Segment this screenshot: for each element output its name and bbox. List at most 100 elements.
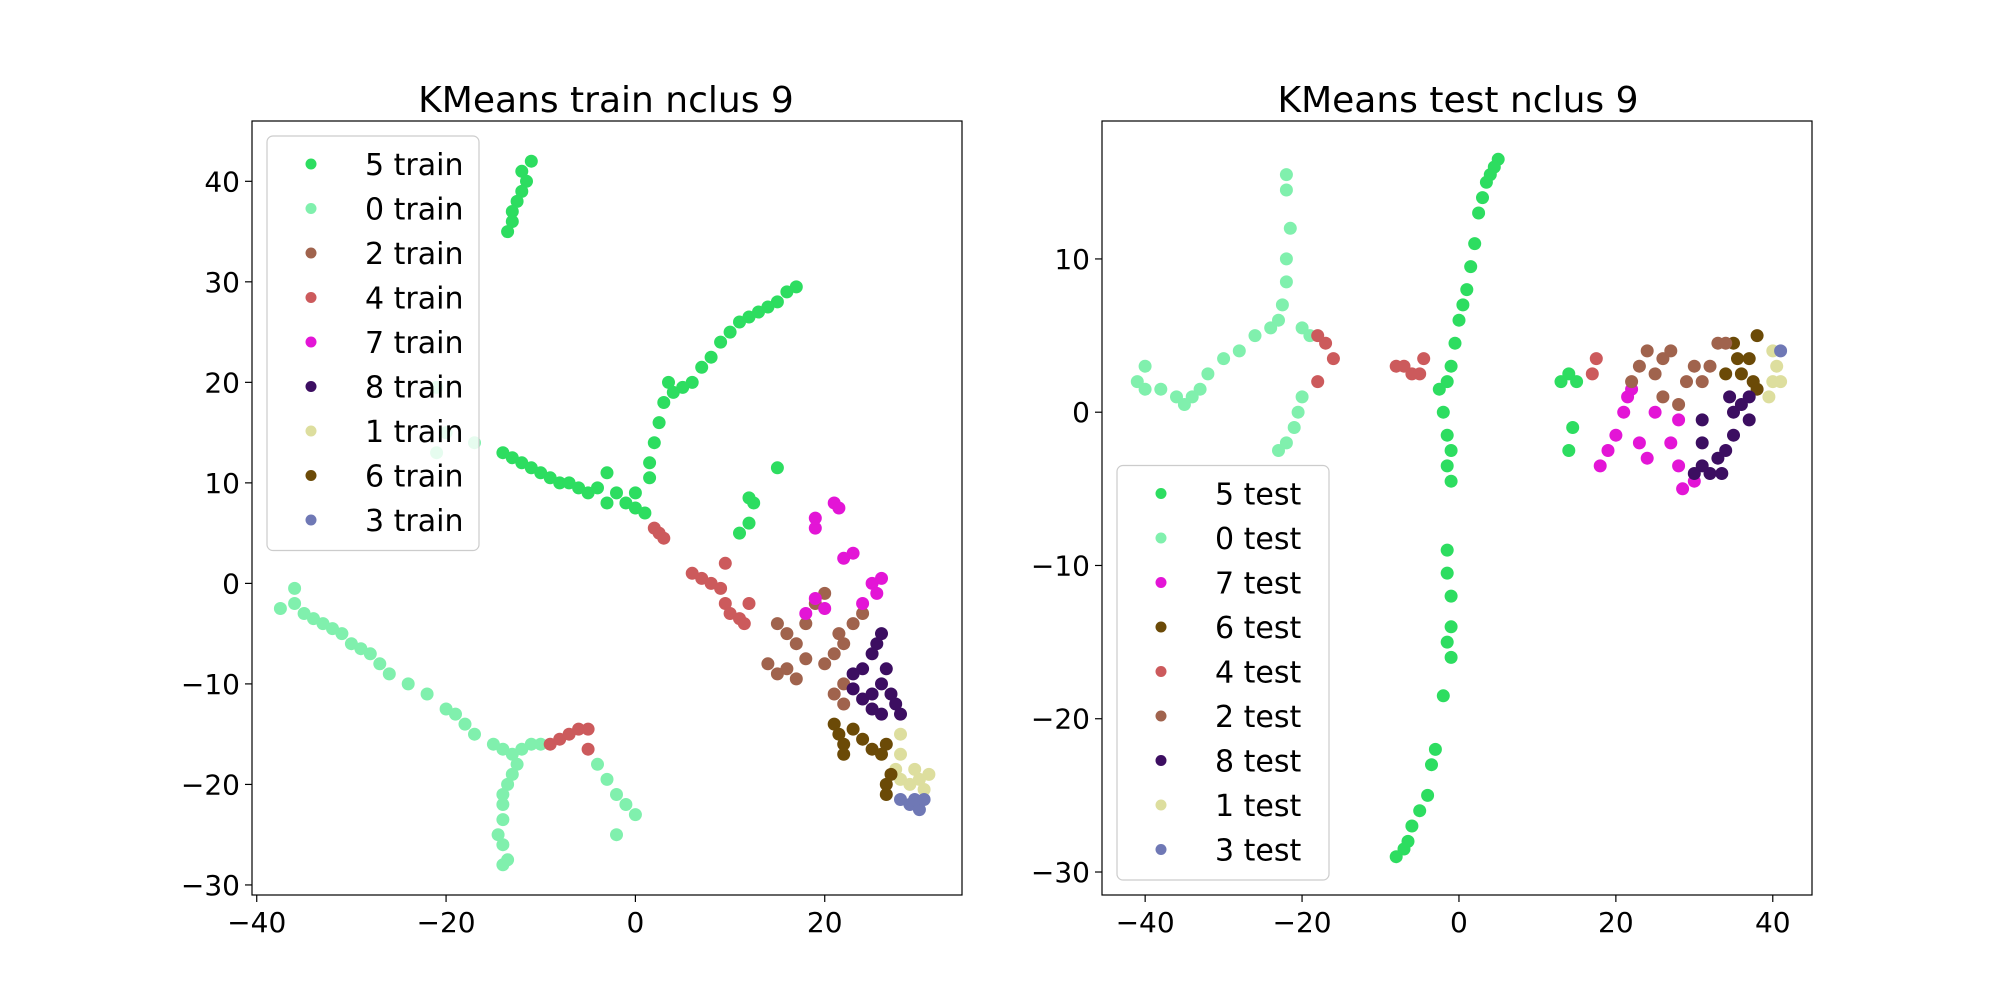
test-axes-frame	[1101, 120, 1813, 896]
train-point-3	[908, 793, 922, 806]
test-legend-marker	[1155, 666, 1167, 677]
train-point-4	[737, 617, 751, 631]
test-point-4	[1589, 352, 1603, 366]
train-point-8	[846, 667, 860, 681]
train-point-0	[496, 798, 510, 811]
train-point-5	[742, 491, 756, 505]
test-point-5	[1444, 650, 1458, 664]
train-point-5	[647, 436, 661, 450]
test-scatter-panel: KMeans test nclus 9 −40 −20 0 20 40 −30 −20 −10…	[1031, 80, 1813, 939]
test-legend-marker	[1155, 844, 1167, 855]
test-point-0	[1130, 375, 1144, 389]
train-point-8	[865, 702, 879, 716]
test-point-8	[1695, 436, 1709, 450]
train-chart-title: KMeans train nclus 9	[418, 80, 794, 121]
train-point-2	[789, 637, 803, 651]
train-point-4	[742, 597, 756, 610]
train-point-5	[591, 481, 604, 495]
train-y-tick-label: 30	[204, 266, 240, 299]
train-point-7	[846, 546, 860, 560]
test-point-5	[1460, 283, 1474, 297]
train-point-7	[808, 592, 822, 605]
test-point-5	[1389, 850, 1403, 864]
test-point-0	[1279, 252, 1293, 266]
test-legend: 5 test 0 test 7 test 6 test 4 test 2 test 8 te…	[1116, 464, 1330, 881]
train-point-0	[610, 828, 623, 842]
test-x-tick-label: −20	[1273, 906, 1332, 939]
train-point-7	[832, 501, 846, 515]
test-point-0	[1287, 421, 1301, 434]
train-point-5	[515, 164, 529, 178]
train-point-4	[718, 597, 732, 610]
train-point-8	[884, 687, 898, 701]
test-legend-marker	[1155, 799, 1167, 811]
test-legend-label: 3 test	[1215, 834, 1301, 869]
train-legend-label: 8 train	[365, 371, 463, 406]
train-point-0	[501, 777, 515, 791]
test-point-5	[1436, 689, 1450, 703]
train-point-5	[770, 295, 784, 309]
train-point-5	[510, 194, 524, 208]
test-point-5	[1432, 382, 1446, 396]
test-point-5	[1428, 742, 1442, 756]
test-point-0	[1170, 390, 1183, 404]
test-point-5	[1456, 298, 1470, 312]
test-point-5	[1452, 313, 1466, 327]
train-point-0	[510, 757, 524, 771]
train-point-7	[808, 511, 822, 525]
train-point-2	[846, 617, 860, 631]
train-point-5	[643, 471, 657, 485]
test-point-0	[1279, 275, 1293, 289]
test-point-2	[1719, 336, 1733, 350]
test-legend-label: 8 test	[1215, 745, 1301, 780]
test-point-7	[1609, 428, 1623, 442]
train-point-5	[505, 205, 519, 218]
test-legend-label: 4 test	[1215, 656, 1301, 691]
test-point-2	[1625, 375, 1639, 389]
train-point-0	[505, 747, 519, 761]
train-point-8	[865, 647, 879, 661]
train-scatter-panel: KMeans train nclus 9 −40 −20 0 20 −30 −20 −10 0…	[181, 80, 963, 939]
train-point-5	[505, 451, 519, 465]
train-legend-marker	[305, 158, 317, 170]
test-point-8	[1742, 390, 1756, 404]
train-legend-label: 2 train	[365, 237, 463, 272]
train-x-tick-label: −20	[417, 906, 476, 939]
test-points	[1130, 152, 1788, 864]
train-point-4	[718, 556, 732, 570]
test-point-5	[1444, 589, 1458, 603]
test-point-4	[1311, 329, 1325, 343]
train-point-2	[818, 657, 832, 671]
test-point-5	[1421, 788, 1435, 802]
test-point-2	[1632, 359, 1646, 373]
train-point-0	[600, 772, 614, 786]
train-legend-marker	[305, 425, 317, 437]
train-point-5	[714, 335, 728, 349]
train-legend-label: 6 train	[365, 460, 463, 495]
train-point-2	[770, 667, 784, 681]
test-point-5	[1436, 405, 1450, 419]
train-point-7	[856, 597, 870, 610]
train-legend-label: 7 train	[365, 326, 463, 361]
train-point-5	[662, 375, 675, 389]
test-point-2	[1664, 344, 1678, 358]
test-point-5	[1472, 206, 1486, 220]
test-point-0	[1283, 221, 1297, 235]
train-point-0	[363, 647, 377, 661]
train-legend-marker	[305, 203, 317, 214]
train-point-5	[543, 471, 557, 485]
train-point-8	[894, 707, 907, 721]
train-point-0	[420, 687, 434, 701]
test-point-7	[1648, 405, 1662, 419]
train-y-tick-label: −20	[181, 768, 240, 801]
test-point-7	[1593, 459, 1607, 473]
train-point-7	[799, 607, 813, 620]
train-point-2	[780, 662, 794, 676]
test-legend-marker	[1155, 488, 1167, 499]
test-point-8	[1719, 444, 1733, 457]
train-point-4	[581, 742, 595, 756]
train-point-0	[373, 657, 387, 671]
test-point-2	[1687, 359, 1701, 373]
train-point-2	[827, 687, 841, 701]
train-legend-label: 5 train	[365, 148, 463, 183]
